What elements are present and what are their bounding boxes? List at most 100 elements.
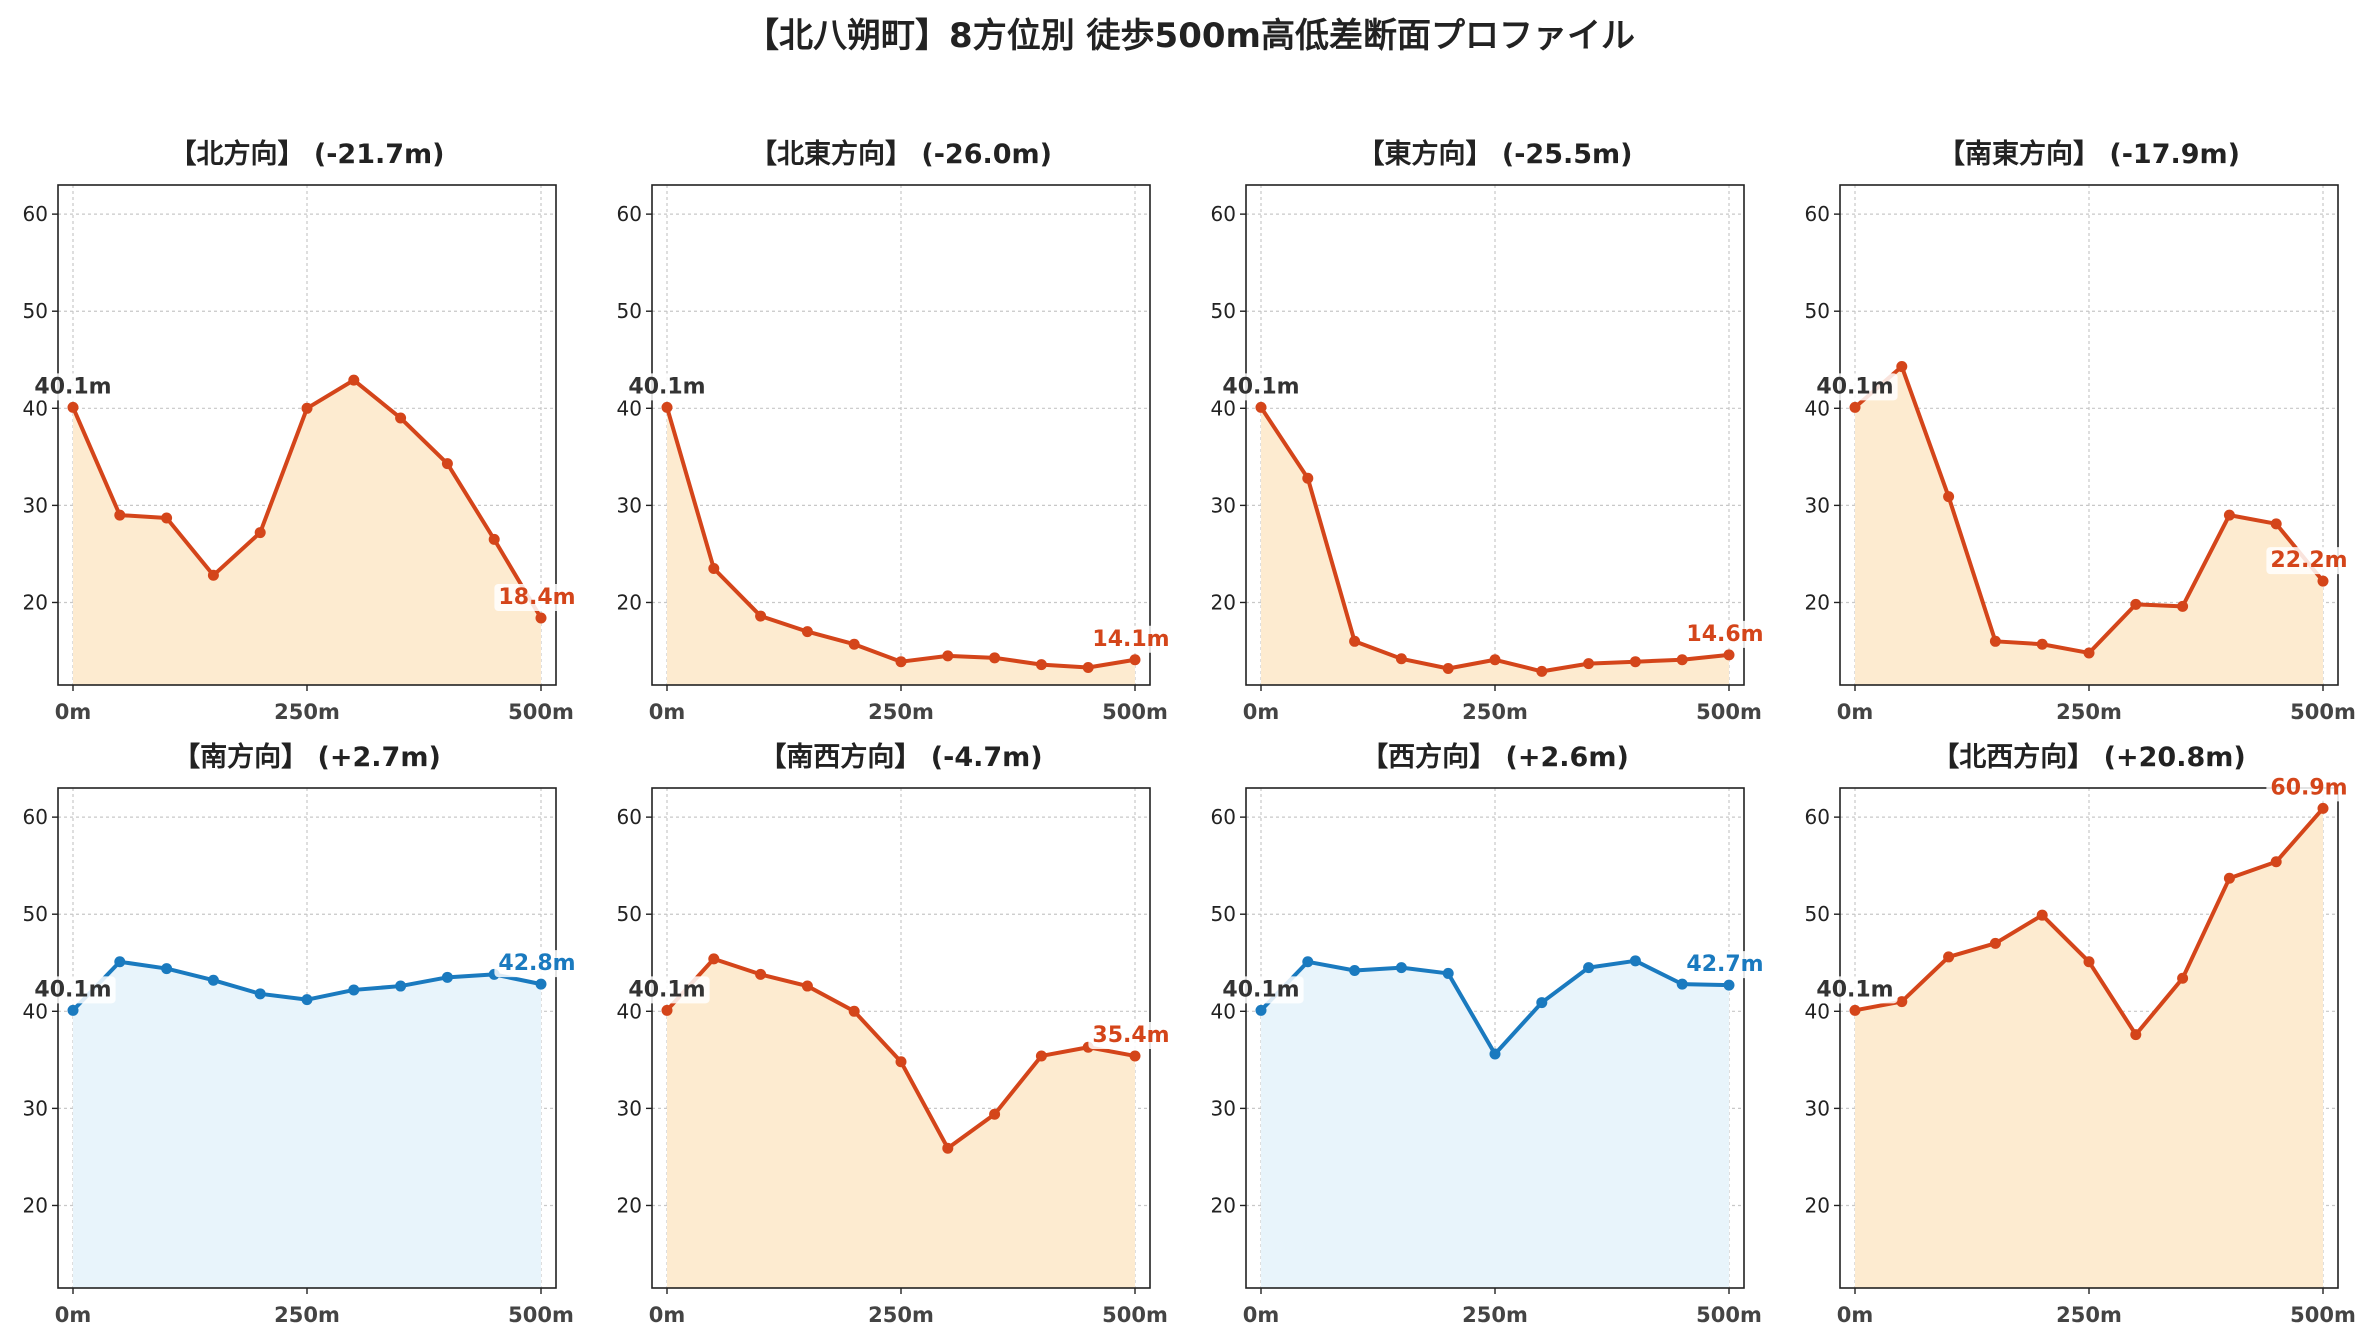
y-tick-label: 50 — [23, 902, 48, 926]
y-tick-label: 20 — [23, 1193, 48, 1217]
x-tick-label: 0m — [1837, 700, 1874, 724]
x-tick-label: 500m — [508, 1303, 574, 1327]
panel-title: 【南西方向】 (-4.7m) — [759, 741, 1042, 773]
data-point — [801, 980, 813, 992]
data-point — [301, 994, 313, 1006]
end-value-label-bg — [494, 950, 580, 978]
end-value-label: 42.7m — [1686, 952, 1763, 977]
data-point — [661, 1004, 673, 1016]
area-fill — [73, 380, 541, 685]
end-value-label-bg — [2266, 774, 2352, 802]
data-point — [1489, 654, 1501, 666]
data-point — [1255, 401, 1267, 413]
data-point — [2130, 598, 2142, 610]
y-tick-label: 60 — [1211, 202, 1236, 226]
data-point — [395, 980, 407, 992]
x-tick-label: 250m — [868, 700, 934, 724]
data-point — [161, 512, 173, 524]
start-value-label: 40.1m — [628, 374, 705, 399]
y-tick-label: 60 — [1211, 805, 1236, 829]
y-tick-label: 20 — [617, 590, 642, 614]
start-value-label-bg — [30, 373, 116, 401]
data-point — [1849, 401, 1861, 413]
x-tick-label: 250m — [868, 1303, 934, 1327]
data-point — [441, 458, 453, 470]
panel-title: 【北方向】 (-21.7m) — [169, 138, 444, 170]
start-value-label: 40.1m — [1222, 977, 1299, 1002]
start-value-label-bg — [1812, 976, 1898, 1004]
data-point — [1723, 649, 1735, 661]
y-tick-label: 60 — [23, 202, 48, 226]
area-fill — [667, 407, 1135, 685]
data-point — [2270, 856, 2282, 868]
start-value-label-bg — [30, 976, 116, 1004]
y-tick-label: 30 — [1805, 1096, 1830, 1120]
y-tick-label: 60 — [617, 805, 642, 829]
x-tick-label: 500m — [2290, 1303, 2356, 1327]
x-tick-label: 500m — [1102, 1303, 1168, 1327]
end-value-label: 14.1m — [1092, 627, 1169, 652]
data-point — [2223, 872, 2235, 884]
y-tick-label: 30 — [1211, 1096, 1236, 1120]
figure-title: 【北八朔町】8方位別 徒歩500m高低差断面プロファイル — [745, 16, 1635, 56]
data-point — [755, 610, 767, 622]
data-point — [535, 978, 547, 990]
data-point — [2223, 509, 2235, 521]
data-point — [535, 612, 547, 624]
data-point — [848, 638, 860, 650]
data-point — [1989, 937, 2001, 949]
data-point — [1896, 361, 1908, 373]
data-point — [1849, 1004, 1861, 1016]
start-value-label: 40.1m — [34, 977, 111, 1002]
y-tick-label: 20 — [1805, 590, 1830, 614]
data-point — [2130, 1029, 2142, 1041]
data-point — [254, 988, 266, 1000]
panel-title: 【南東方向】 (-17.9m) — [1938, 138, 2240, 170]
start-value-label-bg — [624, 976, 710, 1004]
data-point — [1129, 1050, 1141, 1062]
data-point — [708, 953, 720, 965]
end-value-label-bg — [494, 584, 580, 612]
y-tick-label: 60 — [1805, 805, 1830, 829]
data-point — [1989, 635, 2001, 647]
data-point — [114, 956, 126, 968]
y-tick-label: 60 — [1805, 202, 1830, 226]
data-point — [1349, 635, 1361, 647]
x-tick-label: 0m — [1837, 1303, 1874, 1327]
start-value-label: 40.1m — [34, 374, 111, 399]
x-tick-label: 500m — [1696, 700, 1762, 724]
data-point — [708, 562, 720, 574]
x-tick-label: 500m — [2290, 700, 2356, 724]
data-point — [1943, 491, 1955, 503]
y-tick-label: 50 — [617, 299, 642, 323]
area-fill — [667, 958, 1135, 1288]
data-point — [848, 1005, 860, 1017]
start-value-label: 40.1m — [1816, 977, 1893, 1002]
data-point — [395, 412, 407, 424]
data-point — [207, 569, 219, 581]
end-value-label-bg — [2266, 547, 2352, 575]
data-point — [895, 656, 907, 668]
data-point — [1395, 653, 1407, 665]
data-point — [2317, 575, 2329, 587]
y-tick-label: 30 — [1211, 493, 1236, 517]
data-point — [1723, 979, 1735, 991]
panel-title: 【南方向】 (+2.7m) — [173, 741, 441, 773]
x-tick-label: 250m — [1462, 1303, 1528, 1327]
data-point — [2036, 638, 2048, 650]
y-tick-label: 30 — [23, 493, 48, 517]
y-tick-label: 50 — [1211, 902, 1236, 926]
x-tick-label: 500m — [508, 700, 574, 724]
x-tick-label: 250m — [274, 700, 340, 724]
x-tick-label: 500m — [1696, 1303, 1762, 1327]
data-point — [989, 652, 1001, 664]
data-point — [1255, 1004, 1267, 1016]
data-point — [301, 402, 313, 414]
data-point — [801, 626, 813, 638]
y-tick-label: 30 — [23, 1096, 48, 1120]
end-value-label-bg — [1682, 620, 1768, 648]
